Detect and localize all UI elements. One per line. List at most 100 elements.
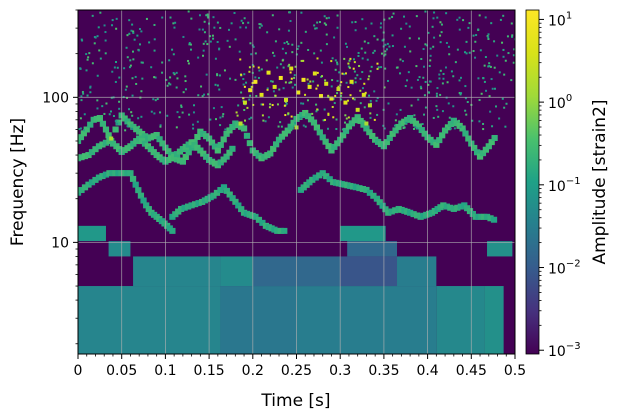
speckle-point: [203, 93, 206, 96]
speckle-point: [327, 127, 330, 130]
ridge-cell: [226, 149, 233, 156]
ridge-cell: [78, 134, 85, 141]
speckle-point: [134, 75, 137, 78]
speckle-point: [86, 94, 89, 97]
speckle-point: [173, 26, 176, 29]
speckle-point: [465, 40, 468, 43]
ridge-cell: [457, 203, 464, 210]
speckle-point: [501, 41, 504, 44]
speckle-point: [511, 35, 514, 38]
speckle-point: [293, 124, 296, 127]
speckle-point: [424, 43, 427, 46]
ridge-cell: [287, 123, 294, 130]
speckle-point: [435, 92, 438, 95]
speckle-point: [289, 20, 292, 23]
speckle-point: [203, 20, 206, 23]
speckle-bright-point: [290, 115, 293, 118]
speckle-point: [445, 41, 448, 44]
speckle-point: [424, 10, 427, 13]
ridge-cell: [213, 189, 221, 196]
speckle-point: [448, 53, 451, 56]
speckle-point: [336, 26, 339, 29]
ridge-cell: [211, 143, 219, 150]
speckle-point: [207, 16, 210, 19]
speckle-point: [465, 52, 468, 55]
speckle-point: [131, 23, 134, 26]
ridge-cell: [322, 138, 329, 145]
speckle-bright-point: [246, 106, 249, 109]
speckle-point: [260, 103, 263, 106]
hotspot-23: [238, 121, 243, 126]
speckle-point: [182, 91, 185, 94]
ridge-cell: [83, 126, 90, 133]
speckle-bright-point: [252, 65, 255, 68]
speckle-point: [260, 68, 263, 71]
band-6: [220, 256, 253, 287]
speckle-point: [433, 11, 436, 14]
speckle-point: [478, 14, 481, 17]
speckle-bright-point: [352, 67, 355, 70]
speckle-point: [486, 35, 489, 38]
speckle-point: [247, 21, 250, 24]
ridge-cell: [447, 204, 454, 211]
speckle-point: [484, 16, 487, 19]
speckle-point: [141, 77, 144, 80]
ridge-cell: [319, 170, 326, 177]
speckle-point: [368, 94, 371, 97]
speckle-point: [180, 105, 183, 108]
speckle-point: [416, 78, 419, 81]
speckle-point: [336, 63, 339, 66]
speckle-bright-point: [284, 81, 287, 84]
ridge-cell: [360, 121, 367, 128]
band-2: [296, 286, 437, 354]
speckle-point: [219, 124, 222, 127]
speckle-point: [197, 94, 200, 97]
speckle-point: [141, 61, 144, 64]
speckle-point: [234, 78, 237, 81]
ridge-cell: [95, 174, 103, 181]
speckle-point: [315, 110, 318, 113]
colorbar-tick-label: 101: [548, 10, 572, 29]
ridge-cell: [373, 195, 381, 202]
speckle-point: [369, 99, 372, 102]
speckle-point: [405, 121, 408, 124]
speckle-point: [136, 34, 139, 37]
ridge-cell: [87, 121, 94, 128]
speckle-point: [395, 113, 398, 116]
ridge-cell: [323, 173, 330, 180]
speckle-point: [483, 64, 486, 67]
speckle-point: [343, 73, 346, 76]
speckle-point: [304, 125, 307, 128]
speckle-point: [198, 14, 201, 17]
ridge-cell: [159, 140, 166, 147]
ridge-cell: [197, 147, 204, 154]
speckle-point: [415, 15, 418, 18]
ridge-cell: [418, 127, 425, 134]
speckle-point: [209, 118, 212, 121]
speckle-point: [274, 40, 277, 43]
speckle-point: [403, 15, 406, 18]
speckle-point: [435, 95, 438, 98]
speckle-point: [465, 113, 468, 116]
speckle-point: [493, 66, 496, 69]
hotspot-12: [307, 84, 312, 89]
speckle-point: [286, 40, 289, 43]
speckle-point: [126, 34, 129, 37]
speckle-point: [130, 29, 133, 32]
speckle-point: [502, 55, 505, 58]
ridge-cell: [226, 191, 233, 198]
ridge-cell: [129, 175, 137, 182]
speckle-point: [312, 80, 315, 83]
hotspot-16: [329, 96, 334, 101]
ridge-cell: [421, 130, 428, 137]
speckle-point: [124, 129, 127, 132]
speckle-point: [254, 76, 257, 79]
speckle-bright-point: [316, 84, 319, 87]
ridge-cell: [259, 219, 266, 226]
speckle-point: [488, 62, 491, 65]
speckle-point: [150, 110, 153, 113]
speckle-point: [137, 49, 140, 52]
speckle-point: [140, 61, 143, 64]
speckle-point: [316, 21, 319, 24]
speckle-bright-point: [316, 57, 319, 60]
